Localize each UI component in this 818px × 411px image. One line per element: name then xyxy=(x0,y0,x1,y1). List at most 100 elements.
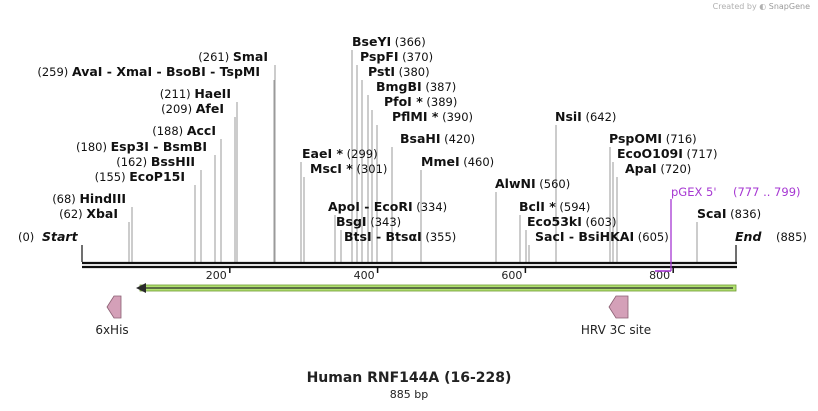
site-enzyme-name: AvaI xyxy=(72,64,102,79)
site-enzyme-name: PfoI xyxy=(384,94,412,109)
site-enzyme-name: TspMI xyxy=(220,64,260,79)
site-label[interactable]: (62) XbaI xyxy=(59,206,118,221)
site-enzyme-name: EcoRI xyxy=(374,199,413,214)
site-enzyme-name: BtsI xyxy=(344,229,372,244)
site-label[interactable]: PspFI (370) xyxy=(360,49,433,64)
site-position: (343) xyxy=(367,215,402,229)
site-position: (211) xyxy=(160,87,195,101)
site-position: (560) xyxy=(536,177,571,191)
site-label[interactable]: (261) SmaI xyxy=(198,49,268,64)
site-label[interactable]: BmgBI (387) xyxy=(376,79,456,94)
ruler-tick-label: 400 xyxy=(354,269,375,282)
site-label[interactable]: PfoI * (389) xyxy=(384,94,457,109)
site-position: (299) xyxy=(343,147,378,161)
site-label[interactable]: (259) AvaI - XmaI - BsoBI - TspMI xyxy=(37,64,260,79)
site-label[interactable]: (209) AfeI xyxy=(161,101,224,116)
start-position: (0) xyxy=(18,230,34,244)
site-enzyme-name: HindIII xyxy=(79,191,126,206)
site-label[interactable]: EcoO109I (717) xyxy=(617,146,718,161)
site-labels: (259) AvaI - XmaI - BsoBI - TspMI(261) S… xyxy=(37,34,761,244)
site-enzyme-name: * xyxy=(412,94,423,109)
site-enzyme-name: BseYI xyxy=(352,34,391,49)
site-position: (366) xyxy=(391,35,426,49)
site-position: (301) xyxy=(353,162,388,176)
site-label[interactable]: BsaHI (420) xyxy=(400,131,475,146)
site-label[interactable]: PspOMI (716) xyxy=(609,131,697,146)
site-position: (642) xyxy=(582,110,617,124)
site-label[interactable]: BtsI - BtsαI (355) xyxy=(344,229,456,244)
site-label[interactable]: AlwNI (560) xyxy=(495,176,570,191)
site-label[interactable]: (162) BssHII xyxy=(116,154,195,169)
sequence-length: 885 bp xyxy=(389,388,429,401)
site-position: (717) xyxy=(683,147,718,161)
primer-pgex5[interactable]: pGEX 5' (777 .. 799) xyxy=(655,185,801,272)
site-enzyme-name: AlwNI xyxy=(495,176,536,191)
site-label[interactable]: MscI * (301) xyxy=(310,161,387,176)
site-position: (162) xyxy=(116,155,151,169)
sequence-title: Human RNF144A (16-228) xyxy=(306,370,512,386)
site-label[interactable]: ApoI - EcoRI (334) xyxy=(328,199,447,214)
site-enzyme-name: AccI xyxy=(187,123,216,138)
site-position: (188) xyxy=(152,124,187,138)
site-lines xyxy=(128,50,698,262)
site-enzyme-name: XbaI xyxy=(86,206,118,221)
end-position: (885) xyxy=(776,230,807,244)
site-position: (261) xyxy=(198,50,233,64)
site-enzyme-name: BsoBI xyxy=(166,64,206,79)
site-position: (389) xyxy=(423,95,458,109)
snapgene-credit: Created by ◐ SnapGene xyxy=(713,2,810,11)
site-enzyme-name: NsiI xyxy=(555,109,582,124)
site-label[interactable]: (155) EcoP15I xyxy=(95,169,185,184)
site-position: (390) xyxy=(438,110,473,124)
site-label[interactable]: MmeI (460) xyxy=(421,154,494,169)
site-position: (594) xyxy=(556,200,591,214)
site-enzyme-name: PspOMI xyxy=(609,131,662,146)
orf-arrow[interactable] xyxy=(136,283,737,293)
site-label[interactable]: SacI - BsiHKAI (605) xyxy=(535,229,669,244)
site-enzyme-name: BsiHKAI xyxy=(578,229,634,244)
site-label[interactable]: Eco53kI (603) xyxy=(527,214,617,229)
site-label[interactable]: PstI (380) xyxy=(368,64,430,79)
feature-6xhis-label: 6xHis xyxy=(95,323,128,337)
site-enzyme-name: PflMI xyxy=(392,109,428,124)
site-enzyme-name: BsmBI xyxy=(163,139,207,154)
site-label[interactable]: NsiI (642) xyxy=(555,109,616,124)
primer-range: (777 .. 799) xyxy=(733,185,801,199)
site-enzyme-name: ApoI xyxy=(328,199,360,214)
start-label: Start xyxy=(42,229,79,244)
site-label[interactable]: BclI * (594) xyxy=(519,199,590,214)
site-label[interactable]: PflMI * (390) xyxy=(392,109,473,124)
site-label[interactable]: (188) AccI xyxy=(152,123,216,138)
site-enzyme-name: - xyxy=(102,64,116,79)
site-enzyme-name: BsgI xyxy=(336,214,367,229)
site-position: (605) xyxy=(634,230,669,244)
site-position: (155) xyxy=(95,170,130,184)
site-position: (603) xyxy=(582,215,617,229)
site-label[interactable]: ApaI (720) xyxy=(625,161,691,176)
site-enzyme-name: AfeI xyxy=(196,101,224,116)
site-label[interactable]: (68) HindIII xyxy=(52,191,126,206)
site-label[interactable]: (211) HaeII xyxy=(160,86,231,101)
site-label[interactable]: (180) Esp3I - BsmBI xyxy=(76,139,207,154)
site-label[interactable]: ScaI (836) xyxy=(697,206,761,221)
site-label[interactable]: BseYI (366) xyxy=(352,34,426,49)
site-label[interactable]: EaeI * (299) xyxy=(302,146,378,161)
site-position: (716) xyxy=(662,132,697,146)
site-enzyme-name: EcoP15I xyxy=(129,169,185,184)
site-position: (355) xyxy=(422,230,457,244)
site-enzyme-name: * xyxy=(332,146,343,161)
feature-6xhis[interactable]: 6xHis xyxy=(95,295,129,337)
site-position: (180) xyxy=(76,140,111,154)
site-position: (387) xyxy=(422,80,457,94)
site-position: (720) xyxy=(657,162,692,176)
site-enzyme-name: Eco53kI xyxy=(527,214,582,229)
feature-hrv3c-site[interactable]: HRV 3C site xyxy=(581,295,651,337)
site-label[interactable]: BsgI (343) xyxy=(336,214,401,229)
site-enzyme-name: EaeI xyxy=(302,146,332,161)
site-position: (334) xyxy=(413,200,448,214)
site-enzyme-name: ApaI xyxy=(625,161,657,176)
site-enzyme-name: MmeI xyxy=(421,154,460,169)
site-enzyme-name: EcoO109I xyxy=(617,146,683,161)
site-position: (209) xyxy=(161,102,196,116)
